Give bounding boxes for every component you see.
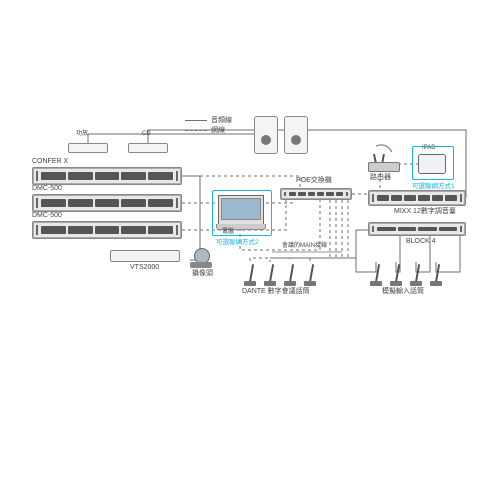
device-vts2000 <box>110 250 180 262</box>
label-mixx12: MIXX 12數字調音臺 <box>394 208 456 216</box>
legend: 音頻線 網線 <box>185 115 232 135</box>
label-router: 路由器 <box>370 174 391 182</box>
device-dmc-b <box>32 221 182 239</box>
analog-mic-3 <box>410 262 422 286</box>
analog-mic-1 <box>370 262 382 286</box>
legend-label-audio: 音頻線 <box>211 115 232 125</box>
device-speaker-l <box>254 116 278 154</box>
label-dante-mics: DANTE 數字會議話筒 <box>242 288 310 296</box>
label-cd: CD <box>142 131 151 138</box>
device-ipad <box>418 154 446 174</box>
device-mixx12 <box>368 190 466 206</box>
legend-row-audio: 音頻線 <box>185 115 232 125</box>
dante-mic-1 <box>244 262 256 286</box>
device-block4 <box>368 222 466 236</box>
label-confer-x: CONFER X <box>32 158 68 166</box>
analog-mic-4 <box>430 262 442 286</box>
device-gong <box>68 143 108 153</box>
hl-label-laptop: 可選聯網方式2 <box>216 236 259 246</box>
device-camera <box>190 248 212 268</box>
analog-mic-2 <box>390 262 402 286</box>
label-bridge-note: 會議的MAIN接線 <box>282 243 327 250</box>
device-cd <box>128 143 168 153</box>
wiring-layer <box>0 0 500 500</box>
hl-label-ipad: 可選聯網方式1 <box>412 180 455 190</box>
device-speaker-r <box>284 116 308 154</box>
label-block4: BLOCK 4 <box>406 238 436 246</box>
device-dmc-a <box>32 194 182 212</box>
legend-label-network: 網線 <box>211 125 225 135</box>
label-analog-mics: 模擬輸入話筒 <box>382 288 424 296</box>
label-ipad: IPAD <box>422 145 436 152</box>
device-poe-switch <box>280 188 352 200</box>
device-router <box>368 156 398 172</box>
label-poe: POE交換機 <box>296 177 332 185</box>
device-confer-x <box>32 167 182 185</box>
label-dmc-a: DMC-500 <box>32 185 62 193</box>
diagram-canvas: 音頻線 網線 功放 CD CONFER X DMC-500 DMC-500 VT… <box>0 0 500 500</box>
label-dmc-b: DMC-500 <box>32 212 62 220</box>
label-camera: 攝像頭 <box>192 270 213 278</box>
label-gong: 功放 <box>76 131 88 138</box>
label-vts2000: VTS2000 <box>130 264 159 272</box>
dante-mic-2 <box>264 262 276 286</box>
dante-mic-3 <box>284 262 296 286</box>
device-laptop <box>218 195 264 227</box>
legend-row-network: 網線 <box>185 125 232 135</box>
dante-mic-4 <box>304 262 316 286</box>
